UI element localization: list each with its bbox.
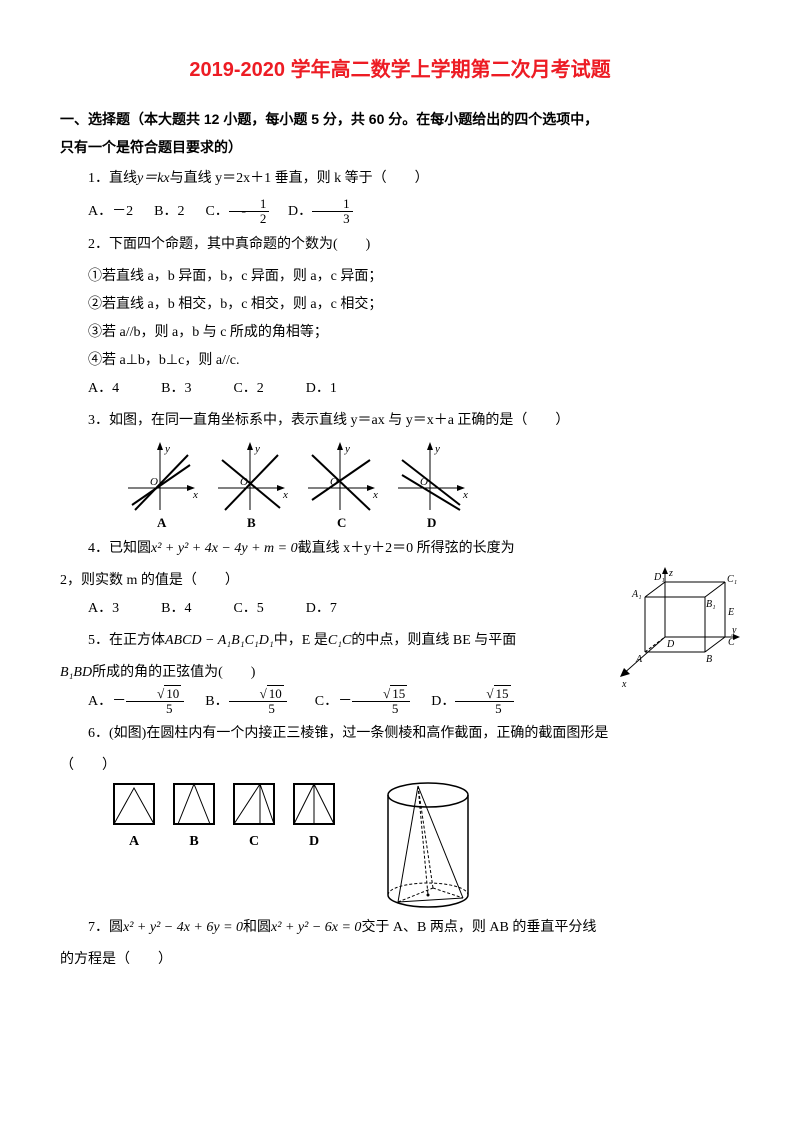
opt-b-val: 2	[177, 204, 184, 219]
svg-text:D: D	[427, 515, 436, 530]
label-a: A	[110, 828, 158, 856]
q3-graph-b: O x y B	[210, 440, 290, 530]
q2-item2: ②若直线 a，b 相交，b，c 相交，则 a，c 相交；	[60, 291, 740, 319]
cube-C1: C₁	[727, 574, 737, 585]
q6-line2: （ ）	[60, 752, 740, 780]
q1-text2: 与直线 y＝2x＋1 垂直，则 k 等于（ ）	[170, 171, 429, 186]
svg-text:y: y	[254, 443, 260, 455]
opt-d: D．	[288, 204, 312, 219]
svg-text:x: x	[372, 489, 378, 501]
q4-text: 4．已知圆	[88, 541, 151, 556]
q7-line2: 的方程是（ ）	[60, 946, 740, 974]
q5-text3: 的中点，则直线 BE 与平面	[351, 633, 516, 648]
q6-box-d	[290, 780, 338, 828]
q5-text4: 所成的角的正弦值为( )	[92, 665, 255, 680]
cube-A1: A₁	[631, 589, 642, 600]
svg-text:y: y	[344, 443, 350, 455]
opt-a: A．	[88, 204, 112, 219]
svg-text:O: O	[240, 476, 248, 488]
section-header-line2: 只有一个是符合题目要求的）	[60, 133, 740, 161]
axis-x: x	[621, 679, 627, 690]
q7-math1: x² + y² − 4x + 6y = 0	[123, 920, 243, 935]
opt-b: B．	[154, 204, 177, 219]
page-title: 2019-2020 学年高二数学上学期第二次月考试题	[60, 50, 740, 90]
svg-text:y: y	[434, 443, 440, 455]
q3-figures: O x y A O x y B O x y C O x y D	[120, 440, 740, 530]
cube-D1: D₁	[653, 572, 665, 583]
svg-text:A: A	[157, 515, 167, 530]
q3-graph-c: O x y C	[300, 440, 380, 530]
q5-cube-figure: A B C D A₁ B₁ C₁ D₁ E z y x	[610, 567, 740, 697]
q1-text: 1．直线	[88, 171, 137, 186]
label-c: C	[230, 828, 278, 856]
question-4: 4．已知圆x² + y² + 4x − 4y + m = 0截直线 x＋y＋2＝…	[60, 535, 740, 563]
svg-text:x: x	[462, 489, 468, 501]
q5-text: 5．在正方体	[88, 633, 165, 648]
q5-math3: B₁BD	[60, 665, 92, 680]
q5-opt-a: A．－	[88, 694, 126, 709]
q1-math: y＝kx	[137, 171, 170, 186]
q6-box-a	[110, 780, 158, 828]
cube-D: D	[666, 639, 675, 650]
q5-opt-c: C．－	[315, 694, 352, 709]
q3-graph-a: O x y A	[120, 440, 200, 530]
cube-A: A	[635, 654, 643, 665]
q2-item1: ①若直线 a，b 异面，b，c 异面，则 a，c 异面；	[60, 263, 740, 291]
svg-text:x: x	[192, 489, 198, 501]
cube-B1: B₁	[706, 599, 716, 610]
q5-math2: C₁C	[328, 633, 352, 648]
q7-math2: x² + y² − 6x = 0	[271, 920, 361, 935]
q5-opt-b: B．	[205, 694, 228, 709]
q2-options: A．4 B．3 C．2 D．1	[60, 375, 740, 403]
q4-text2: 截直线 x＋y＋2＝0 所得弦的长度为	[298, 541, 515, 556]
svg-text:C: C	[337, 515, 346, 530]
q6-cylinder-figure	[378, 780, 478, 910]
svg-text:O: O	[150, 476, 158, 488]
q5-opt-d: D．	[431, 694, 455, 709]
q5-math1: ABCD − A₁B₁C₁D₁	[165, 633, 274, 648]
q3-graph-d: O x y D	[390, 440, 470, 530]
opt-a-val: －2	[112, 204, 133, 219]
frac-neg-half: 12	[229, 197, 270, 227]
question-2: 2．下面四个命题，其中真命题的个数为( )	[60, 231, 740, 259]
q1-options: A．－2 B．2 C．12- D．13	[60, 197, 740, 227]
cube-E: E	[727, 607, 734, 618]
q6-box-c	[230, 780, 278, 828]
label-d: D	[290, 828, 338, 856]
svg-text:O: O	[330, 476, 338, 488]
svg-text:y: y	[164, 443, 170, 455]
q7-text: 7．圆	[88, 920, 123, 935]
svg-text:O: O	[420, 476, 428, 488]
q2-item3: ③若 a//b，则 a，b 与 c 所成的角相等；	[60, 319, 740, 347]
svg-text:B: B	[247, 515, 256, 530]
question-3: 3．如图，在同一直角坐标系中，表示直线 y＝ax 与 y＝x＋a 正确的是（ ）	[60, 407, 740, 435]
q6-option-figures: A B C D	[110, 780, 338, 856]
opt-c: C．	[205, 204, 228, 219]
q4-math: x² + y² + 4x − 4y + m = 0	[151, 541, 298, 556]
question-7: 7．圆x² + y² − 4x + 6y = 0和圆x² + y² − 6x =…	[60, 914, 740, 942]
cube-C: C	[728, 637, 735, 648]
question-6: 6．(如图)在圆柱内有一个内接正三棱锥，过一条侧棱和高作截面，正确的截面图形是	[60, 720, 740, 748]
q7-text2: 和圆	[243, 920, 271, 935]
svg-text:x: x	[282, 489, 288, 501]
q7-text3: 交于 A、B 两点，则 AB 的垂直平分线	[361, 920, 596, 935]
q6-box-b	[170, 780, 218, 828]
section-header: 一、选择题（本大题共 12 小题，每小题 5 分，共 60 分。在每小题给出的四…	[60, 105, 740, 133]
label-b: B	[170, 828, 218, 856]
frac-third: 13	[312, 197, 353, 227]
cube-B: B	[706, 654, 712, 665]
question-1: 1．直线y＝kx与直线 y＝2x＋1 垂直，则 k 等于（ ）	[60, 165, 740, 193]
q2-item4: ④若 a⊥b，b⊥c，则 a//c.	[60, 347, 740, 375]
axis-y: y	[731, 625, 737, 636]
q5-text2: 中，E 是	[274, 633, 328, 648]
axis-z: z	[668, 568, 673, 579]
